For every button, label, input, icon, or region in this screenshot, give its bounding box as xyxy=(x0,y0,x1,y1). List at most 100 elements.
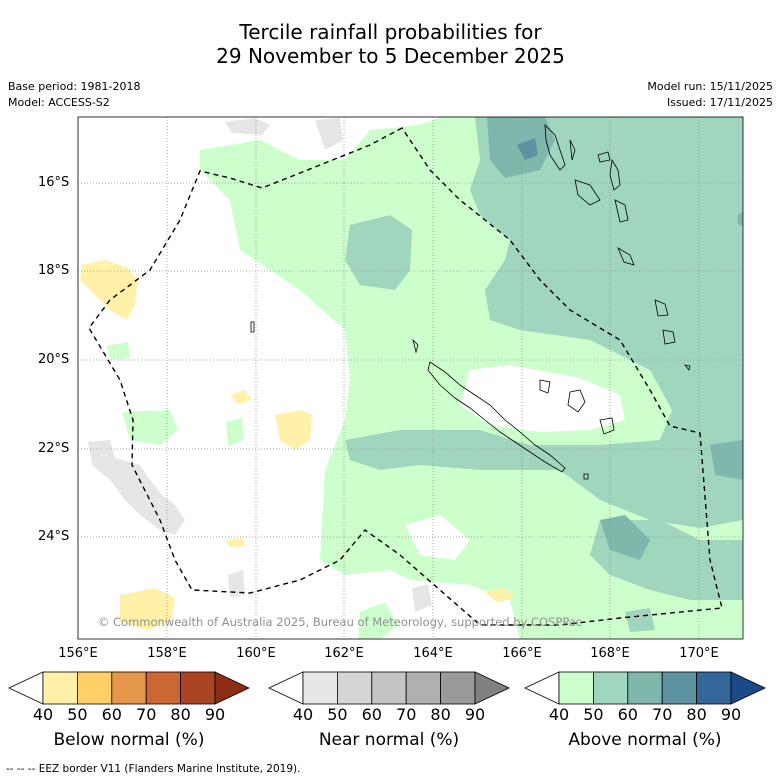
lon-label: 164°E xyxy=(413,646,453,661)
colorbar-tick-label: 60 xyxy=(362,705,382,724)
above-normal-40-50-region xyxy=(122,410,178,445)
colorbar-tick-label: 90 xyxy=(465,705,485,724)
above-normal-50-60-region xyxy=(625,608,655,632)
colorbar-segment xyxy=(336,671,373,705)
copyright-notice: © Commonwealth of Australia 2025, Bureau… xyxy=(98,615,582,629)
lat-label: 18°S xyxy=(38,263,70,278)
colorbar-extend-low xyxy=(524,671,560,705)
new-caledonia-coastline xyxy=(427,361,566,473)
islet xyxy=(412,338,419,354)
colorbar-above-normal: 40 50 60 70 80 90 xyxy=(524,671,766,724)
lon-label: 156°E xyxy=(58,646,98,661)
map-title-line-2: 29 November to 5 December 2025 xyxy=(216,44,565,68)
colorbar-segment xyxy=(111,671,147,705)
colorbar-tick-label: 90 xyxy=(205,705,225,724)
no-signal-region xyxy=(405,515,470,560)
colorbar-tick-label: 80 xyxy=(170,705,190,724)
below-normal-40-50-region xyxy=(230,390,252,404)
meta-left: Base period: 1981-2018 Model: ACCESS-S2 xyxy=(8,79,140,111)
colorbar-extend-low xyxy=(8,671,44,705)
vanuatu-coastline xyxy=(544,123,691,371)
lon-label: 158°E xyxy=(147,646,187,661)
model-run: Model run: 15/11/2025 xyxy=(647,80,773,93)
near-normal-40-50-region xyxy=(225,118,270,135)
colorbar-title-near: Near normal (%) xyxy=(318,730,460,750)
colorbar-tick-label: 80 xyxy=(430,705,450,724)
colorbar-segment xyxy=(77,671,113,705)
colorbar-tick-label: 70 xyxy=(136,705,156,724)
near-normal-40-50-region xyxy=(88,440,185,535)
above-normal-40-50-region xyxy=(106,342,130,360)
below-normal-40-50-region xyxy=(485,588,515,603)
map-title-line-1: Tercile rainfall probabilities for xyxy=(239,20,542,44)
lat-label: 24°S xyxy=(38,529,70,544)
map-frame xyxy=(77,116,744,640)
above-normal-40-50-region xyxy=(226,418,244,446)
colorbar-extend-high xyxy=(730,671,766,705)
near-normal-40-50-region xyxy=(315,118,343,150)
colorbar-tick-label: 60 xyxy=(102,705,122,724)
above-normal-50-60-region xyxy=(345,215,412,290)
colorbar-tick-label: 40 xyxy=(293,705,313,724)
colorbar-segment xyxy=(696,671,732,705)
issued-date: Issued: 17/11/2025 xyxy=(666,96,773,109)
colorbar-tick-label: 40 xyxy=(33,705,53,724)
lon-label: 160°E xyxy=(236,646,276,661)
lon-label: 170°E xyxy=(679,646,719,661)
above-normal-50-60-region xyxy=(345,117,743,528)
colorbar-tick-label: 70 xyxy=(396,705,416,724)
model-name: Model: ACCESS-S2 xyxy=(8,96,110,109)
colorbar-tick-label: 50 xyxy=(327,705,347,724)
base-period: Base period: 1981-2018 xyxy=(8,80,141,93)
above-normal-60-70-region xyxy=(600,515,650,560)
graticule xyxy=(78,117,743,639)
above-normal-70-80-region xyxy=(517,138,538,160)
lat-label: 22°S xyxy=(38,441,70,456)
colorbar-segment xyxy=(180,671,216,705)
colorbar-tick-label: 70 xyxy=(652,705,672,724)
colorbar-segment xyxy=(42,671,78,705)
colorbar-title-above: Above normal (%) xyxy=(568,730,722,750)
colorbar-segment xyxy=(302,671,338,705)
colorbar-extend-high xyxy=(474,671,510,705)
colorbar-segment xyxy=(627,671,663,705)
colorbar-segment xyxy=(593,671,629,705)
colorbar-tick-label: 80 xyxy=(686,705,706,724)
below-normal-40-50-region xyxy=(225,538,246,547)
colorbar-segment xyxy=(661,671,698,705)
colorbar-segment xyxy=(145,671,181,705)
lat-label: 20°S xyxy=(38,352,70,367)
colorbar-below-normal: 40 50 60 70 80 90 xyxy=(8,671,250,724)
loyalty-islands-coastline xyxy=(539,379,615,435)
colorbar-segment xyxy=(371,671,407,705)
islet xyxy=(250,321,255,333)
colorbar-tick-label: 60 xyxy=(618,705,638,724)
colorbar-segment xyxy=(405,671,442,705)
meta-right: Model run: 15/11/2025 Issued: 17/11/2025 xyxy=(647,79,773,111)
lon-label: 162°E xyxy=(324,646,364,661)
above-normal-40-50-region xyxy=(358,602,398,639)
lat-label: 16°S xyxy=(38,175,70,190)
lon-label: 166°E xyxy=(502,646,542,661)
colorbar-tick-label: 50 xyxy=(67,705,87,724)
colorbar-segment xyxy=(558,671,594,705)
near-normal-40-50-region xyxy=(412,584,432,612)
colorbar-extend-high xyxy=(214,671,250,705)
colorbar-segment xyxy=(440,671,476,705)
below-normal-40-50-region xyxy=(80,260,138,320)
colorbar-tick-label: 50 xyxy=(583,705,603,724)
islet xyxy=(583,473,589,480)
eez-footer-note: -- -- -- EEZ border V11 (Flanders Marine… xyxy=(6,763,301,775)
lon-label: 168°E xyxy=(590,646,630,661)
colorbar-near-normal: 40 50 60 70 80 90 xyxy=(268,671,510,724)
no-signal-region xyxy=(460,365,625,432)
colorbar-tick-label: 40 xyxy=(549,705,569,724)
near-normal-40-50-region xyxy=(228,570,245,597)
above-normal-60-70-region xyxy=(737,212,743,226)
above-normal-60-70-region xyxy=(710,440,743,480)
colorbar-extend-low xyxy=(268,671,304,705)
colorbar-tick-label: 90 xyxy=(721,705,741,724)
colorbar-title-below: Below normal (%) xyxy=(53,730,205,750)
below-normal-40-50-region xyxy=(275,410,312,450)
